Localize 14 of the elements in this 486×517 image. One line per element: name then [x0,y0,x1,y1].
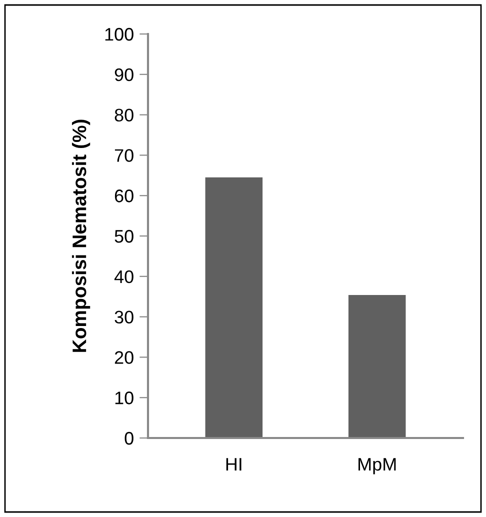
x-tick-label: HI [226,458,242,471]
y-tick-label: 10 [115,392,134,404]
y-tick-label: 20 [114,351,134,364]
y-tick-label: 50 [114,230,134,243]
y-tick-label: 30 [114,310,134,324]
y-tick-label: 80 [114,108,134,122]
y-tick-label: 70 [114,149,134,162]
y-tick-label: 40 [114,270,134,284]
y-tick-label: 100 [105,28,134,41]
x-tick-label: MpM [358,458,396,474]
y-tick-label: 90 [114,68,134,82]
y-tick-label: 0 [124,432,134,445]
y-axis-title: Komposisi Nematosit (%) [72,120,90,352]
y-tick-label: 60 [114,190,134,202]
